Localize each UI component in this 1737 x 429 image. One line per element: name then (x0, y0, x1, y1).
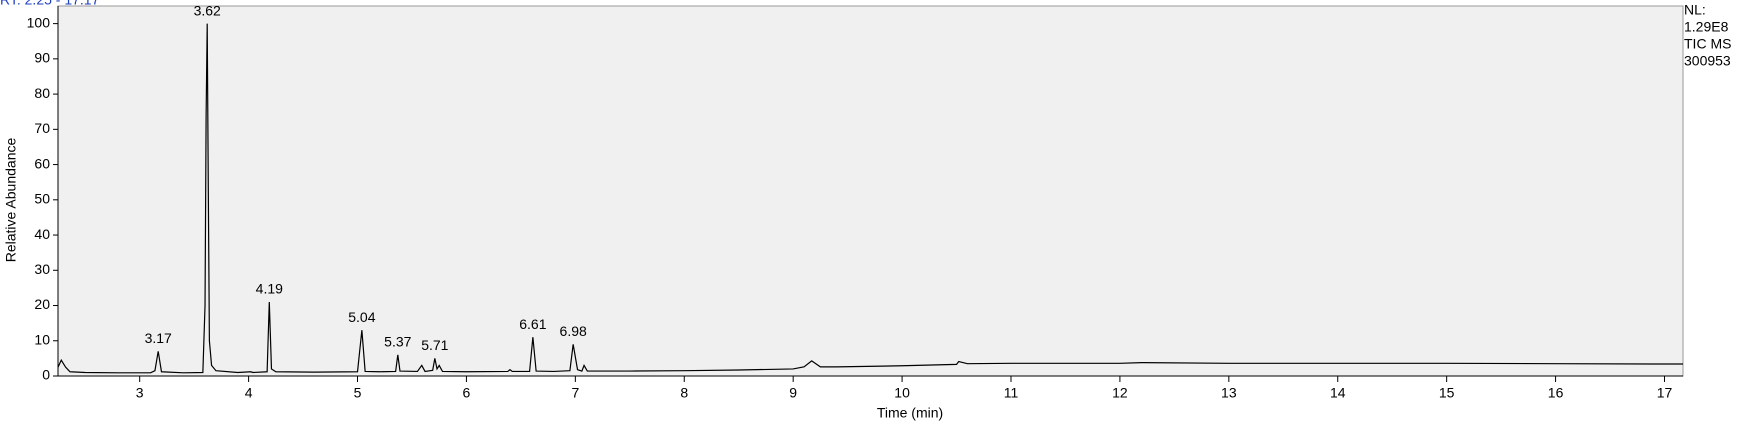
peak-label: 6.98 (560, 323, 587, 339)
x-tick-label: 8 (680, 385, 688, 401)
x-axis-label: Time (min) (877, 405, 943, 421)
y-tick-label: 0 (42, 367, 50, 383)
y-tick-label: 50 (34, 191, 50, 207)
x-tick-label: 10 (894, 385, 910, 401)
x-tick-label: 15 (1439, 385, 1455, 401)
y-tick-label: 100 (27, 14, 51, 30)
y-tick-label: 10 (34, 331, 50, 347)
annotation: TIC MS (1684, 36, 1731, 52)
peak-label: 6.61 (519, 316, 546, 332)
x-tick-label: 12 (1112, 385, 1128, 401)
x-tick-label: 5 (354, 385, 362, 401)
x-tick-label: 11 (1004, 385, 1019, 401)
annotation: 1.29E8 (1684, 19, 1729, 35)
y-axis-label: Relative Abundance (3, 138, 19, 263)
x-tick-label: 16 (1548, 385, 1564, 401)
x-tick-label: 3 (136, 385, 144, 401)
y-tick-label: 60 (34, 155, 50, 171)
peak-label: 5.04 (348, 309, 375, 325)
peak-label: 3.62 (194, 2, 221, 18)
y-tick-label: 30 (34, 261, 50, 277)
x-tick-label: 7 (571, 385, 579, 401)
peak-label: 5.37 (384, 334, 411, 350)
annotation: NL: (1684, 2, 1706, 18)
subtitle: RT: 2.25 - 17.17 (0, 0, 100, 8)
y-tick-label: 40 (34, 226, 50, 242)
x-tick-label: 9 (789, 385, 797, 401)
y-tick-label: 80 (34, 85, 50, 101)
x-tick-label: 6 (463, 385, 471, 401)
x-tick-label: 13 (1221, 385, 1237, 401)
x-tick-label: 17 (1657, 385, 1673, 401)
y-tick-label: 70 (34, 120, 50, 136)
y-tick-label: 90 (34, 50, 50, 66)
plot-area (57, 5, 1684, 377)
annotation: 300953 (1684, 53, 1731, 69)
peak-label: 4.19 (256, 281, 283, 297)
x-tick-label: 14 (1330, 385, 1346, 401)
x-tick-label: 4 (245, 385, 253, 401)
peak-label: 3.17 (145, 330, 172, 346)
trace-line (57, 23, 1683, 374)
peak-label: 5.71 (421, 337, 448, 353)
y-tick-label: 20 (34, 296, 50, 312)
